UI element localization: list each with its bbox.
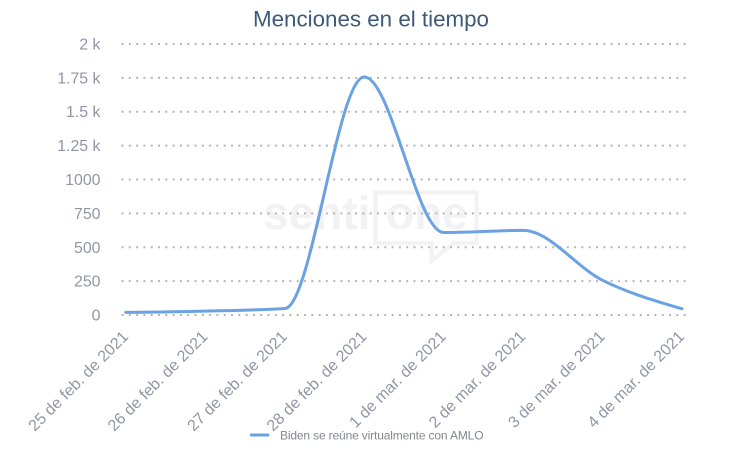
svg-text:Biden se reúne virtualmente co: Biden se reúne virtualmente con AMLO bbox=[280, 429, 483, 443]
svg-text:2 k: 2 k bbox=[79, 37, 100, 54]
svg-text:1.25 k: 1.25 k bbox=[57, 138, 100, 155]
svg-text:Menciones en el tiempo: Menciones en el tiempo bbox=[253, 6, 489, 31]
svg-text:750: 750 bbox=[74, 206, 101, 223]
svg-text:1.75 k: 1.75 k bbox=[57, 70, 100, 87]
svg-text:250: 250 bbox=[74, 274, 101, 291]
svg-text:0: 0 bbox=[92, 308, 101, 325]
svg-text:500: 500 bbox=[74, 240, 101, 257]
svg-text:1.5 k: 1.5 k bbox=[66, 104, 101, 121]
svg-text:1000: 1000 bbox=[65, 172, 101, 189]
